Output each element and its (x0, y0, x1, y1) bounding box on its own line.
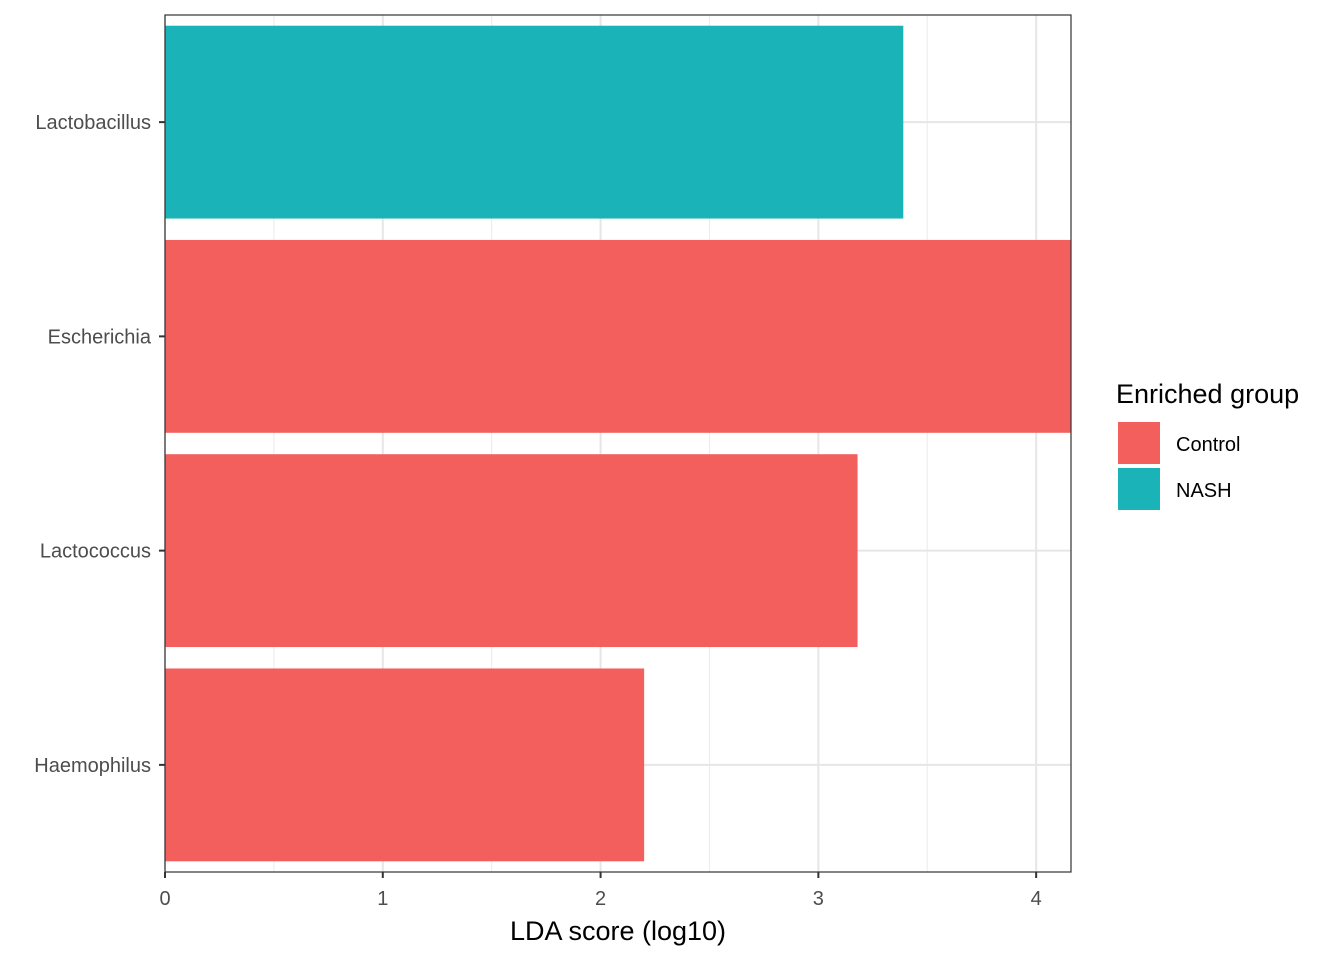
x-tick-label: 2 (595, 888, 606, 910)
x-tick-label: 0 (159, 888, 170, 910)
plot-panel-border (164, 14, 1072, 873)
y-tick-label: Lactococcus (40, 541, 151, 563)
legend-title: Enriched group (1116, 379, 1299, 409)
x-tick-label: 3 (813, 888, 824, 910)
legend-key-nash (1118, 468, 1160, 510)
legend-key-control (1118, 422, 1160, 464)
bars (165, 25, 1071, 862)
bar-lactobacillus (165, 25, 904, 219)
bar-haemophilus (165, 668, 645, 862)
legend-label-control: Control (1176, 434, 1240, 456)
legend-label-nash: NASH (1176, 480, 1232, 502)
y-tick-label: Haemophilus (34, 755, 151, 777)
legend: Enriched group Control NASH (1116, 379, 1299, 510)
bar-escherichia (165, 239, 1071, 433)
x-axis: 0 1 2 3 4 (159, 872, 1042, 910)
y-axis: Lactobacillus Escherichia Lactococcus Haemo… (34, 112, 165, 777)
x-tick-label: 1 (377, 888, 388, 910)
y-tick-label: Lactobacillus (35, 112, 151, 134)
x-axis-title: LDA score (log10) (510, 916, 726, 946)
y-tick-label: Escherichia (48, 326, 152, 348)
bar-lactococcus (165, 454, 858, 648)
x-tick-label: 4 (1031, 888, 1042, 910)
